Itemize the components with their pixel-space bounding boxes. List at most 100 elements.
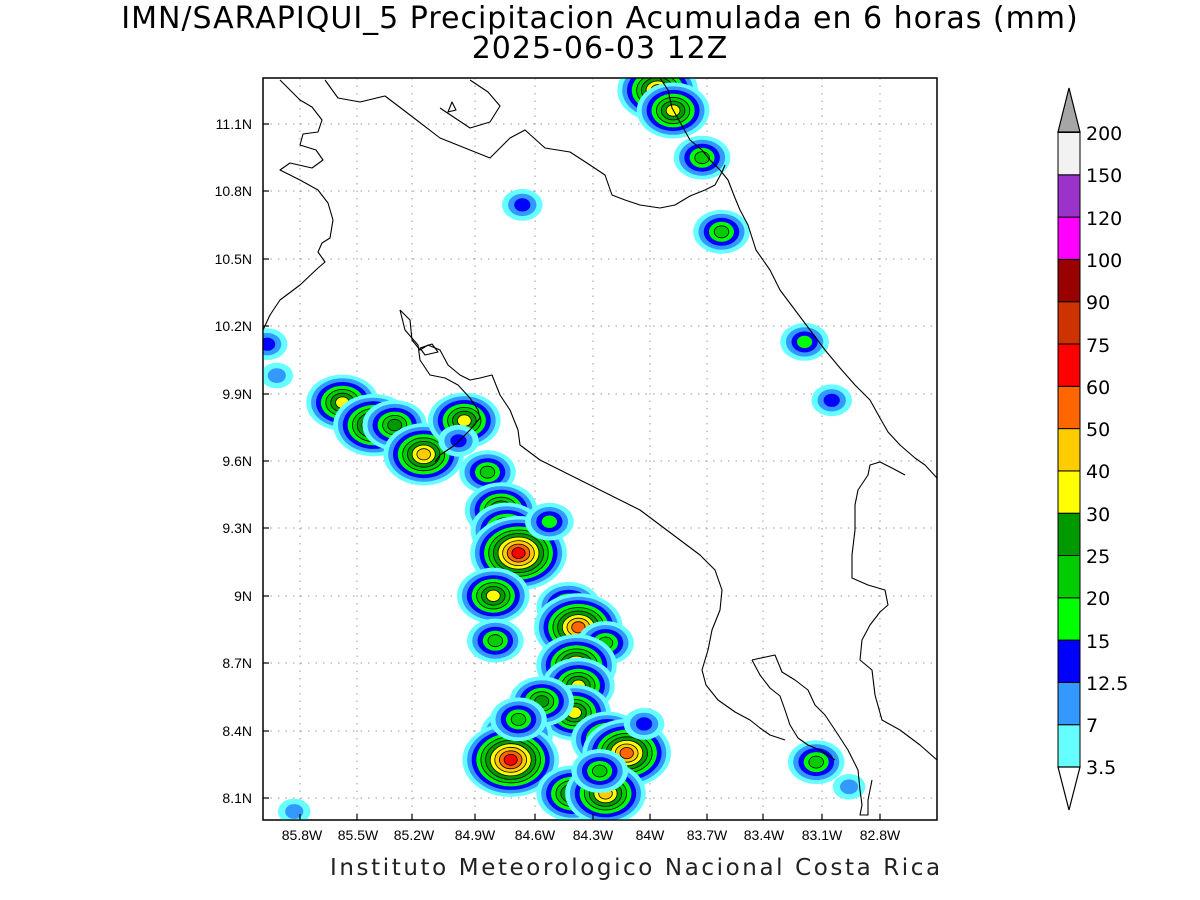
lon-label: 85.2W — [394, 827, 435, 843]
rain-contour — [285, 804, 304, 819]
rain-contour — [387, 418, 403, 432]
lat-label: 9.9N — [222, 386, 252, 402]
colorbar-swatch — [1057, 132, 1081, 176]
lat-label: 10.8N — [215, 183, 252, 199]
colorbar-label: 7 — [1086, 715, 1098, 737]
rain-contour — [592, 764, 608, 778]
golfito-shore — [751, 659, 836, 761]
colorbar-swatch — [1057, 174, 1081, 218]
colorbar-swatch — [1057, 639, 1081, 683]
colorbar-swatch — [1057, 555, 1081, 599]
colorbar-max-arrow — [1057, 87, 1081, 133]
colorbar-label: 50 — [1086, 419, 1110, 441]
colorbar-min-arrow — [1057, 766, 1081, 811]
lon-label: 85.8W — [282, 827, 323, 843]
rain-contour — [823, 393, 840, 407]
rain-contour — [840, 779, 859, 795]
lon-label: 85.5W — [338, 827, 379, 843]
nicaragua-north-coast — [439, 79, 501, 129]
lon-label: 83.1W — [802, 827, 843, 843]
lon-label: 84.3W — [573, 827, 614, 843]
lat-label: 8.4N — [222, 723, 252, 739]
rain-contour — [694, 151, 710, 165]
colorbar-swatch — [1057, 385, 1081, 430]
lat-label: 9.3N — [222, 520, 252, 536]
gulf-of-nicoya-shore — [399, 309, 481, 463]
caribbean-coast — [659, 78, 937, 479]
lon-label: 84.9W — [455, 827, 496, 843]
rain-contour — [571, 621, 586, 634]
lon-label: 83.7W — [687, 827, 728, 843]
lon-label: 83.4W — [744, 827, 785, 843]
lon-label: 84.6W — [515, 827, 556, 843]
colorbar-label: 12.5 — [1086, 673, 1128, 695]
colorbar-label: 3.5 — [1086, 757, 1116, 779]
colorbar-label: 200 — [1086, 123, 1122, 145]
colorbar-label: 40 — [1086, 461, 1110, 483]
rain-contour — [485, 589, 501, 602]
colorbar-label: 90 — [1086, 292, 1110, 314]
lat-label: 9N — [234, 588, 252, 604]
lon-label: 82.8W — [860, 827, 901, 843]
osa-peninsula-coast — [751, 654, 873, 816]
colorbar-swatch — [1057, 512, 1081, 557]
colorbar-swatch — [1057, 428, 1081, 472]
rain-contour — [541, 515, 558, 528]
colorbar-swatch — [1057, 470, 1081, 514]
rain-contour — [267, 368, 286, 383]
map-title: IMN/SARAPIQUI_5 Precipitacion Acumulada … — [121, 1, 1079, 36]
rain-contour — [479, 465, 496, 479]
lat-label: 10.5N — [215, 251, 252, 267]
rain-contour — [713, 225, 730, 239]
rain-contour — [797, 335, 813, 349]
nicaragua-costa-rica-border — [279, 79, 334, 269]
rain-contour — [619, 747, 634, 760]
colorbar-label: 100 — [1086, 250, 1122, 272]
axis-ticks — [263, 123, 881, 820]
lat-label: 8.7N — [222, 655, 252, 671]
rain-contour — [456, 414, 472, 427]
chira-island — [419, 343, 439, 356]
rain-contour — [514, 198, 531, 212]
colorbar-label: 15 — [1086, 631, 1110, 653]
lat-label: 8.1N — [222, 790, 252, 806]
rain-contour — [808, 755, 824, 769]
colorbar-label: 120 — [1086, 208, 1122, 230]
rain-contour — [503, 753, 518, 766]
colorbar-swatch — [1057, 343, 1081, 387]
map-border — [262, 77, 938, 821]
colorbar-swatch — [1057, 597, 1081, 641]
lon-label: 84W — [636, 827, 666, 843]
precipitation-field — [263, 78, 866, 820]
lake-nicaragua-shore — [324, 79, 726, 209]
colorbar-label: 75 — [1086, 335, 1110, 357]
colorbar-swatch — [1057, 216, 1081, 260]
footer-credit: Instituto Meteorologico Nacional Costa R… — [330, 855, 943, 881]
colorbar-label: 30 — [1086, 504, 1110, 526]
colorbar-swatch — [1057, 681, 1081, 726]
rain-contour — [511, 547, 526, 559]
nicoya-peninsula-coast — [263, 267, 786, 741]
colorbar-swatch — [1057, 724, 1081, 768]
colorbar-label: 60 — [1086, 377, 1110, 399]
rain-contour — [263, 337, 276, 351]
colorbar: 3.5 7 12.5 15 20 25 30 40 50 60 75 90 10… — [1057, 87, 1128, 811]
lat-label: 10.2N — [215, 318, 252, 334]
rain-contour — [487, 634, 504, 648]
rain-contour — [416, 448, 431, 461]
colorbar-label: 150 — [1086, 165, 1122, 187]
colorbar-label: 25 — [1086, 546, 1110, 568]
colorbar-swatch — [1057, 258, 1081, 303]
panama-border — [851, 461, 937, 761]
rain-contour — [636, 717, 653, 731]
lat-label: 9.6N — [222, 453, 252, 469]
lon-labels: 85.8W 85.5W 85.2W 84.9W 84.6W 84.3W 84W … — [282, 827, 901, 843]
colorbar-label: 20 — [1086, 588, 1110, 610]
ometepe-island — [447, 101, 457, 113]
lat-label: 11.1N — [216, 116, 252, 132]
colorbar-swatch — [1057, 301, 1081, 345]
rain-contour — [510, 713, 527, 726]
lat-labels: 11.1N 10.8N 10.5N 10.2N 9.9N 9.6N 9.3N 9… — [215, 116, 252, 806]
map-datetime: 2025-06-03 12Z — [471, 31, 729, 66]
